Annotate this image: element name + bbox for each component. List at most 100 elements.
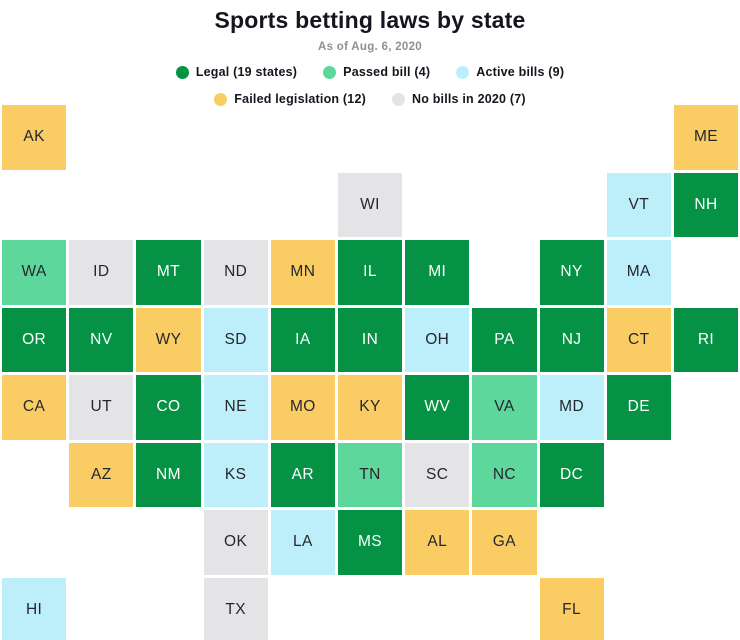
state-tile-or: OR — [2, 307, 67, 372]
state-label-id: ID — [93, 263, 110, 281]
state-label-nj: NJ — [561, 330, 582, 348]
state-label-il: IL — [363, 263, 377, 281]
state-label-mn: MN — [290, 263, 316, 281]
state-label-sd: SD — [224, 330, 247, 348]
legend-label: Active bills (9) — [476, 65, 565, 79]
state-label-md: MD — [559, 398, 585, 416]
state-tile-il: IL — [337, 240, 403, 305]
state-label-nv: NV — [90, 330, 113, 348]
state-tile-wy: WY — [136, 307, 201, 372]
state-tile-hi: HI — [2, 577, 67, 640]
state-label-ny: NY — [560, 263, 583, 281]
state-label-ut: UT — [90, 398, 113, 416]
state-label-ri: RI — [697, 330, 715, 348]
legend-label: Failed legislation (12) — [234, 92, 366, 106]
tile-grid-map: AK ME WI VT NH WA ID MT ND MN IL MI NY MA OR NV WY SD IA IN… — [2, 105, 739, 640]
state-label-oh: OH — [425, 330, 450, 348]
state-tile-nd: ND — [203, 240, 268, 305]
state-label-nc: NC — [492, 465, 516, 483]
state-label-ar: AR — [291, 465, 315, 483]
state-label-ca: CA — [22, 398, 46, 416]
legend-dot-none — [391, 92, 405, 106]
state-tile-mn: MN — [270, 240, 335, 305]
state-label-ks: KS — [224, 465, 247, 483]
state-tile-ia: IA — [270, 307, 335, 372]
state-label-de: DE — [627, 398, 650, 416]
state-tile-ga: GA — [472, 510, 537, 575]
state-tile-me: ME — [673, 105, 739, 170]
state-tile-ky: KY — [337, 375, 403, 440]
state-tile-az: AZ — [69, 442, 134, 507]
state-tile-wv: WV — [405, 375, 470, 440]
legend-row-1: Legal (19 states) Passed bill (4) Active b… — [0, 62, 740, 82]
state-label-ga: GA — [492, 533, 516, 551]
state-label-mo: MO — [289, 398, 316, 416]
state-label-nd: ND — [224, 263, 248, 281]
state-tile-ut: UT — [69, 375, 134, 440]
state-label-wy: WY — [155, 330, 182, 348]
state-label-mi: MI — [428, 263, 447, 281]
state-label-co: CO — [156, 398, 181, 416]
state-tile-mo: MO — [270, 375, 335, 440]
legend-item-failed: Failed legislation (12) — [214, 92, 366, 106]
state-label-az: AZ — [90, 465, 112, 483]
state-label-al: AL — [427, 533, 448, 551]
state-label-ne: NE — [224, 398, 247, 416]
legend-item-legal: Legal (19 states) — [175, 65, 297, 79]
state-tile-ms: MS — [337, 510, 403, 575]
state-tile-sd: SD — [203, 307, 268, 372]
state-label-ct: CT — [628, 330, 650, 348]
state-tile-va: VA — [472, 375, 537, 440]
legend-label: No bills in 2020 (7) — [411, 92, 526, 106]
state-tile-tx: TX — [203, 577, 268, 640]
state-tile-al: AL — [405, 510, 470, 575]
state-label-ia: IA — [295, 330, 311, 348]
legend: Legal (19 states) Passed bill (4) Active b… — [0, 62, 740, 116]
state-tile-mt: MT — [136, 240, 201, 305]
state-label-wi: WI — [360, 195, 380, 213]
state-tile-fl: FL — [539, 577, 604, 640]
state-label-or: OR — [22, 330, 47, 348]
state-tile-tn: TN — [337, 442, 403, 507]
state-tile-vt: VT — [606, 172, 671, 237]
state-tile-ma: MA — [606, 240, 671, 305]
state-tile-ok: OK — [203, 510, 268, 575]
state-tile-nh: NH — [673, 172, 739, 237]
state-tile-id: ID — [69, 240, 134, 305]
state-label-mt: MT — [156, 263, 181, 281]
legend-dot-legal — [175, 65, 189, 79]
state-tile-ne: NE — [203, 375, 268, 440]
state-tile-nm: NM — [136, 442, 201, 507]
state-tile-co: CO — [136, 375, 201, 440]
state-tile-ct: CT — [606, 307, 671, 372]
state-tile-wi: WI — [337, 172, 403, 237]
state-tile-ks: KS — [203, 442, 268, 507]
state-tile-wa: WA — [2, 240, 67, 305]
state-tile-ri: RI — [673, 307, 739, 372]
state-label-wv: WV — [424, 398, 451, 416]
legend-row-2: Failed legislation (12) No bills in 2020 … — [0, 89, 740, 109]
state-label-ak: AK — [23, 128, 45, 146]
state-tile-dc: DC — [539, 442, 604, 507]
legend-item-none: No bills in 2020 (7) — [391, 92, 526, 106]
state-tile-nj: NJ — [539, 307, 604, 372]
state-label-me: ME — [693, 128, 718, 146]
state-label-tn: TN — [359, 465, 381, 483]
state-label-hi: HI — [25, 600, 43, 618]
chart-subtitle: As of Aug. 6, 2020 — [317, 41, 423, 53]
state-tile-oh: OH — [405, 307, 470, 372]
state-tile-pa: PA — [472, 307, 537, 372]
state-label-pa: PA — [494, 330, 515, 348]
state-tile-ca: CA — [2, 375, 67, 440]
state-tile-ar: AR — [270, 442, 335, 507]
legend-dot-passed — [323, 65, 337, 79]
state-label-ky: KY — [359, 398, 381, 416]
legend-item-passed: Passed bill (4) — [323, 65, 430, 79]
state-label-ma: MA — [626, 263, 651, 281]
state-tile-md: MD — [539, 375, 604, 440]
legend-item-active: Active bills (9) — [456, 65, 564, 79]
state-label-la: LA — [292, 533, 313, 551]
state-label-ok: OK — [224, 533, 248, 551]
state-tile-ny: NY — [539, 240, 604, 305]
state-tile-ak: AK — [2, 105, 67, 170]
